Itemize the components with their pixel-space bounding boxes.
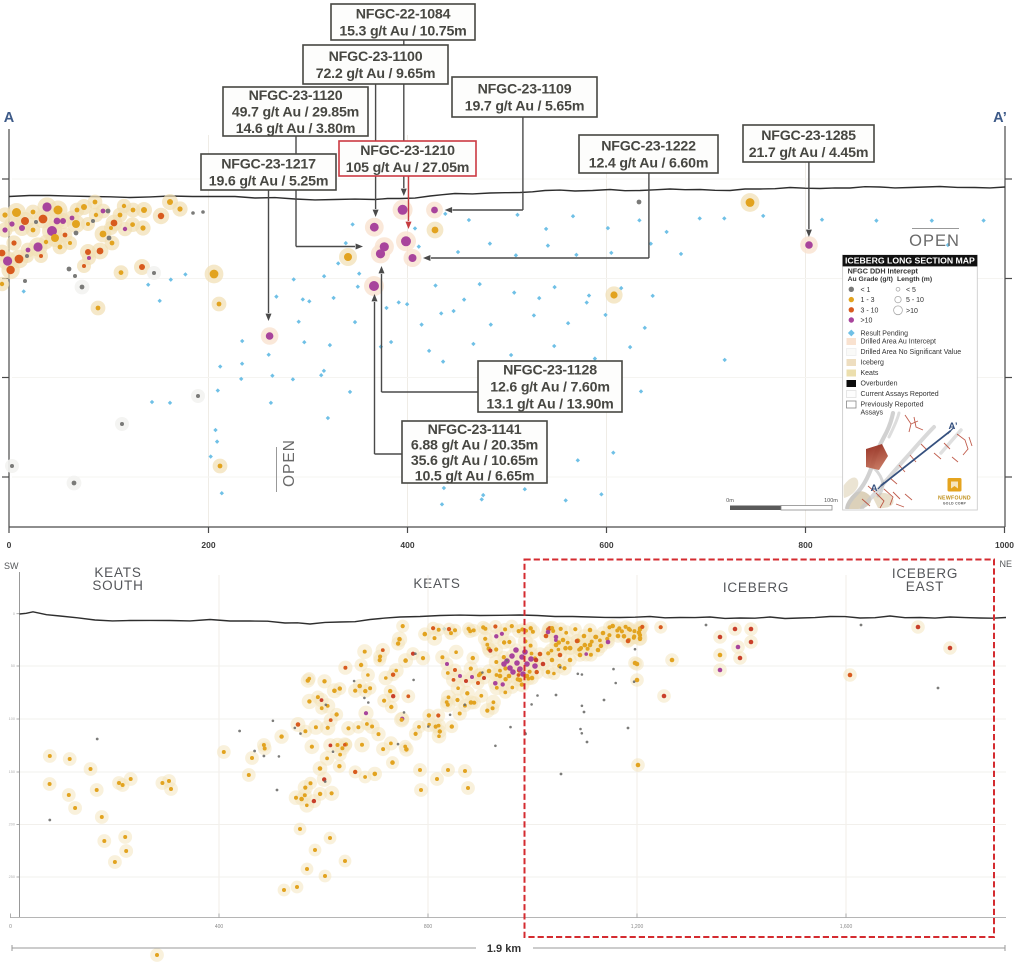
svg-text:15.3 g/t Au / 10.75m: 15.3 g/t Au / 10.75m	[339, 24, 466, 40]
svg-text:A: A	[4, 110, 15, 126]
svg-text:OPEN: OPEN	[909, 232, 960, 250]
svg-text:NFGC-23-1141: NFGC-23-1141	[428, 422, 522, 438]
svg-text:NFGC-23-1285: NFGC-23-1285	[761, 128, 856, 144]
svg-text:A: A	[871, 483, 878, 494]
svg-text:SW: SW	[4, 561, 19, 571]
svg-text:1 - 3: 1 - 3	[861, 297, 875, 304]
svg-text:50: 50	[11, 664, 15, 668]
svg-text:400: 400	[400, 540, 414, 550]
svg-text:3 - 10: 3 - 10	[861, 307, 879, 314]
svg-text:1.9 km: 1.9 km	[487, 943, 521, 955]
svg-text:0m: 0m	[726, 498, 734, 504]
svg-text:21.7 g/t Au / 4.45m: 21.7 g/t Au / 4.45m	[749, 145, 868, 161]
svg-text:800: 800	[424, 924, 433, 930]
svg-text:200: 200	[201, 540, 215, 550]
svg-text:NFGC-23-1109: NFGC-23-1109	[478, 81, 572, 97]
svg-text:600: 600	[599, 540, 613, 550]
svg-text:ICEBERG: ICEBERG	[892, 566, 958, 581]
svg-text:KEATS: KEATS	[413, 576, 460, 591]
svg-text:Keats: Keats	[861, 370, 879, 377]
svg-text:12.4 g/t Au / 6.60m: 12.4 g/t Au / 6.60m	[589, 156, 708, 172]
svg-text:200: 200	[9, 823, 15, 827]
svg-text:0: 0	[9, 924, 12, 930]
svg-text:Overburden: Overburden	[861, 381, 898, 388]
svg-text:NFGC-23-1128: NFGC-23-1128	[503, 363, 597, 379]
svg-text:1000: 1000	[995, 540, 1014, 550]
svg-text:12.6 g/t Au / 7.60m: 12.6 g/t Au / 7.60m	[490, 380, 609, 396]
svg-text:NFGC-23-1217: NFGC-23-1217	[221, 156, 316, 172]
svg-text:72.2 g/t Au / 9.65m: 72.2 g/t Au / 9.65m	[316, 66, 435, 82]
svg-text:NFGC DDH Intercept: NFGC DDH Intercept	[848, 267, 919, 276]
svg-text:GOLD CORP: GOLD CORP	[943, 502, 967, 506]
svg-text:>10: >10	[906, 308, 918, 315]
svg-text:10.5 g/t Au / 6.65m: 10.5 g/t Au / 6.65m	[415, 468, 534, 484]
svg-text:OPEN: OPEN	[281, 439, 298, 487]
svg-text:Drilled Area No Significant Va: Drilled Area No Significant Value	[861, 349, 962, 356]
svg-text:NFGC-23-1210: NFGC-23-1210	[360, 143, 455, 159]
svg-text:< 5: < 5	[906, 287, 916, 294]
svg-text:105 g/t Au / 27.05m: 105 g/t Au / 27.05m	[346, 160, 469, 176]
svg-text:100m: 100m	[824, 498, 838, 504]
svg-text:NFGC-22-1084: NFGC-22-1084	[356, 6, 451, 22]
svg-text:13.1 g/t Au / 13.90m: 13.1 g/t Au / 13.90m	[486, 397, 613, 413]
svg-text:19.7 g/t Au / 5.65m: 19.7 g/t Au / 5.65m	[465, 99, 584, 115]
svg-text:35.6 g/t Au / 10.65m: 35.6 g/t Au / 10.65m	[411, 453, 538, 469]
svg-text:5 - 10: 5 - 10	[906, 297, 924, 304]
svg-text:ICEBERG LONG SECTION MAP: ICEBERG LONG SECTION MAP	[845, 256, 975, 266]
svg-text:NFGC-23-1120: NFGC-23-1120	[249, 88, 343, 104]
svg-text:800: 800	[798, 540, 812, 550]
svg-text:14.6 g/t Au / 3.80m: 14.6 g/t Au / 3.80m	[236, 121, 355, 137]
svg-text:0: 0	[7, 540, 12, 550]
svg-text:ICEBERG: ICEBERG	[723, 580, 789, 595]
svg-text:Length (m): Length (m)	[897, 276, 932, 283]
svg-text:6.88 g/t Au / 20.35m: 6.88 g/t Au / 20.35m	[411, 437, 538, 453]
svg-text:NEWFOUND: NEWFOUND	[938, 496, 971, 502]
svg-text:NE: NE	[999, 559, 1012, 569]
svg-text:Assays: Assays	[861, 410, 884, 417]
svg-text:100: 100	[9, 717, 15, 721]
svg-text:150: 150	[9, 770, 15, 774]
svg-text:Current Assays Reported: Current Assays Reported	[861, 391, 939, 398]
svg-text:>10: >10	[861, 318, 873, 325]
svg-text:250: 250	[9, 875, 15, 879]
svg-text:1,200: 1,200	[631, 924, 644, 930]
svg-text:SOUTH: SOUTH	[92, 578, 143, 593]
svg-text:49.7 g/t Au / 29.85m: 49.7 g/t Au / 29.85m	[232, 105, 359, 121]
svg-text:Iceberg: Iceberg	[861, 360, 884, 367]
svg-text:NFGC-23-1100: NFGC-23-1100	[329, 49, 423, 65]
svg-text:Result Pending: Result Pending	[861, 331, 909, 338]
svg-text:0: 0	[13, 612, 15, 616]
svg-text:Au Grade (g/t): Au Grade (g/t)	[848, 276, 893, 283]
svg-text:A’: A’	[949, 421, 958, 432]
svg-text:Previously Reported: Previously Reported	[861, 402, 924, 409]
svg-text:1,600: 1,600	[840, 924, 853, 930]
svg-text:19.6 g/t Au / 5.25m: 19.6 g/t Au / 5.25m	[209, 174, 328, 190]
svg-text:NFGC-23-1222: NFGC-23-1222	[601, 138, 696, 154]
svg-text:400: 400	[215, 924, 224, 930]
svg-text:A’: A’	[993, 110, 1007, 126]
svg-text:Drilled Area Au Intercept: Drilled Area Au Intercept	[861, 339, 937, 346]
svg-text:< 1: < 1	[861, 287, 871, 294]
svg-text:EAST: EAST	[906, 579, 944, 594]
svg-text:KEATS: KEATS	[94, 565, 141, 580]
